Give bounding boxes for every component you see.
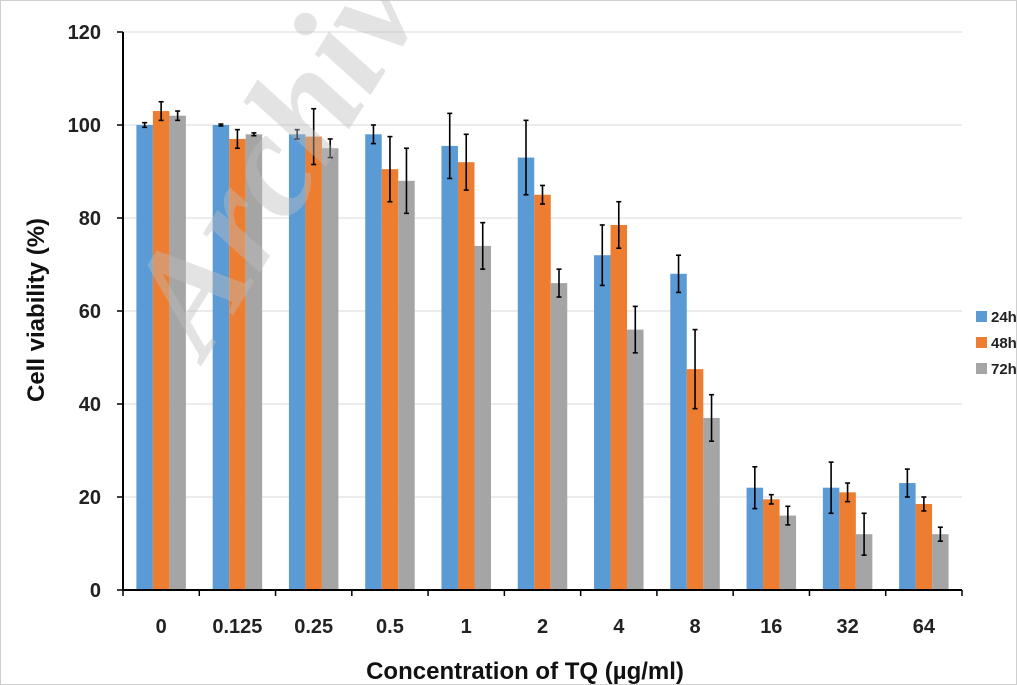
bar-24h bbox=[441, 145, 458, 591]
x-tick-label: 0.125 bbox=[212, 616, 262, 638]
bar-48h bbox=[915, 503, 933, 590]
x-tick-label: 4 bbox=[613, 616, 625, 638]
y-axis-title: Cell viability (%) bbox=[23, 218, 50, 402]
bar-48h bbox=[534, 194, 551, 590]
legend-label: 48h bbox=[991, 335, 1017, 352]
bar-48h bbox=[229, 138, 246, 590]
bar-72h bbox=[779, 515, 797, 590]
y-tick-label: 20 bbox=[79, 487, 101, 509]
bar-72h bbox=[932, 534, 949, 590]
bar-72h bbox=[398, 180, 415, 591]
bar-48h bbox=[839, 492, 856, 590]
bar-24h bbox=[288, 134, 306, 591]
bar-72h bbox=[245, 134, 263, 591]
bar-48h bbox=[686, 369, 704, 590]
bar-24h bbox=[746, 487, 764, 590]
y-tick-label: 100 bbox=[68, 115, 101, 137]
x-tick-label: 2 bbox=[537, 616, 548, 638]
bar-24h bbox=[365, 134, 382, 591]
bar-48h bbox=[763, 499, 780, 590]
bars bbox=[136, 100, 949, 591]
bar-72h bbox=[169, 115, 186, 590]
legend-swatch bbox=[976, 337, 987, 348]
bar-24h bbox=[594, 255, 611, 590]
bar-24h bbox=[212, 125, 230, 590]
legend: 24h 48h 72h bbox=[976, 309, 1017, 378]
bar-24h bbox=[136, 125, 153, 590]
gridlines bbox=[123, 31, 962, 498]
x-tick-label: 0.25 bbox=[294, 616, 333, 638]
axes: 0 20 40 60 80 100 120 0 0.125 0.25 0.5 1 2 4 8 16 32 64 bbox=[68, 22, 963, 638]
bar-24h bbox=[899, 483, 916, 590]
bar-24h bbox=[670, 273, 687, 590]
bar-72h bbox=[550, 283, 568, 590]
x-tick-label: 8 bbox=[689, 616, 700, 638]
bar-24h bbox=[822, 487, 840, 590]
bar-72h bbox=[703, 417, 720, 590]
x-tick-label: 0 bbox=[156, 616, 167, 638]
bar-48h bbox=[381, 169, 399, 591]
bar-72h bbox=[855, 534, 873, 590]
y-tick-label: 60 bbox=[79, 301, 101, 323]
x-axis-title: Concentration of TQ (µg/ml) bbox=[366, 658, 684, 685]
bar-72h bbox=[627, 329, 644, 590]
x-tick-label: 1 bbox=[461, 616, 472, 638]
bar-48h bbox=[610, 224, 628, 590]
y-tick-label: 40 bbox=[79, 394, 101, 416]
bar-48h bbox=[152, 111, 170, 591]
x-tick-label: 32 bbox=[836, 616, 858, 638]
y-tick-label: 0 bbox=[90, 580, 101, 602]
legend-label: 24h bbox=[991, 309, 1017, 326]
x-tick-label: 16 bbox=[760, 616, 782, 638]
bar-48h bbox=[457, 162, 475, 590]
legend-label: 72h bbox=[991, 361, 1017, 378]
legend-swatch bbox=[976, 311, 987, 322]
bar-72h bbox=[474, 245, 491, 590]
x-tick-label: 0.5 bbox=[376, 616, 404, 638]
y-tick-label: 120 bbox=[68, 22, 101, 44]
x-tick-label: 64 bbox=[913, 616, 936, 638]
y-tick-label: 80 bbox=[79, 208, 101, 230]
bar-48h bbox=[305, 136, 322, 590]
bar-72h bbox=[321, 148, 339, 590]
legend-swatch bbox=[976, 363, 987, 374]
bar-24h bbox=[517, 157, 535, 591]
